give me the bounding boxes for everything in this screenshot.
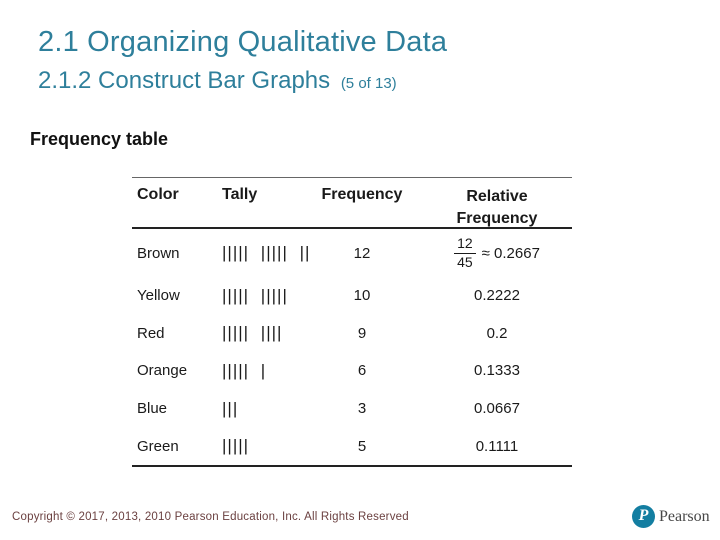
relative-frequency-cell: 0.0667 — [474, 400, 520, 418]
frequency-cell: 5 — [357, 437, 367, 455]
subtitle-text: 2.1.2 Construct Bar Graphs — [38, 67, 331, 94]
relative-frequency-cell: 0.2222 — [474, 287, 520, 305]
tally-cell: ||||| |||| — [222, 323, 283, 343]
frequency-cell: 12 — [353, 244, 371, 262]
relative-header-line2: Frequency — [456, 209, 538, 227]
frequency-cell: 9 — [357, 324, 367, 342]
relative-frequency-cell: 0.1333 — [474, 362, 520, 380]
column-header-color: Color — [137, 186, 179, 203]
table-row-red: Red ||||| |||| 9 0.2 — [132, 315, 572, 353]
slide-page-indicator: (5 of 13) — [340, 75, 397, 92]
frequency-cell: 3 — [357, 400, 367, 418]
fraction-denominator: 45 — [454, 252, 476, 272]
frequency-cell: 10 — [353, 287, 371, 305]
tally-cell: ||| — [222, 398, 239, 418]
page-title: 2.1 Organizing Qualitative Data — [38, 26, 448, 58]
pearson-logo: P Pearson — [632, 505, 710, 528]
table-row-yellow: Yellow ||||| ||||| 10 0.2222 — [132, 277, 572, 315]
tally-cell: ||||| ||||| || — [222, 243, 311, 262]
column-header-tally: Tally — [222, 186, 258, 203]
pearson-wordmark: Pearson — [659, 507, 710, 525]
relative-frequency-cell: 0.2 — [486, 324, 508, 342]
tally-cell: ||||| — [222, 436, 250, 456]
column-header-relative-frequency: Relative Frequency — [422, 186, 572, 229]
color-cell: Green — [137, 437, 179, 455]
relative-header-line1: Relative — [466, 188, 528, 205]
column-header-frequency: Frequency — [321, 186, 403, 203]
color-cell: Red — [137, 324, 165, 342]
table-header-row: Color Tally Frequency Relative Frequency — [132, 178, 572, 229]
copyright-text: Copyright © 2017, 2013, 2010 Pearson Edu… — [12, 511, 409, 523]
color-cell: Brown — [137, 244, 180, 262]
table-row-orange: Orange ||||| | 6 0.1333 — [132, 352, 572, 390]
frequency-table: Color Tally Frequency Relative Frequency… — [132, 177, 572, 467]
fraction-numerator: 12 — [457, 235, 473, 251]
color-cell: Blue — [137, 400, 168, 418]
page-subtitle: 2.1.2 Construct Bar Graphs (5 of 13) — [38, 67, 397, 95]
table-row-blue: Blue ||| 3 0.0667 — [132, 390, 572, 428]
pearson-logo-icon: P — [632, 505, 655, 528]
tally-cell: ||||| ||||| — [222, 285, 288, 305]
table-row-green: Green ||||| 5 0.1111 — [132, 427, 572, 465]
relative-frequency-fraction: 12 45 ≈ 0.2667 — [422, 235, 572, 271]
tally-cell: ||||| | — [222, 360, 267, 380]
section-label: Frequency table — [30, 129, 169, 149]
fraction: 12 45 — [454, 235, 476, 271]
fraction-approximation: ≈ 0.2667 — [481, 244, 540, 262]
table-row-brown: Brown ||||| ||||| || 12 12 45 ≈ 0.2667 — [132, 229, 572, 277]
relative-frequency-cell: 0.1111 — [475, 437, 519, 455]
pearson-logo-letter: P — [638, 506, 649, 524]
color-cell: Orange — [137, 362, 188, 380]
frequency-cell: 6 — [357, 362, 367, 380]
color-cell: Yellow — [137, 287, 180, 305]
